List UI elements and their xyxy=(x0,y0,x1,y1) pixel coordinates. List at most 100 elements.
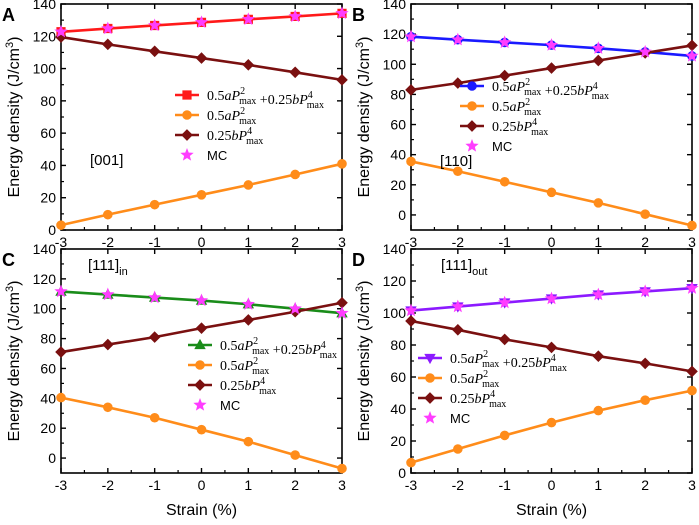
legend-entry: 0.5aP2 max xyxy=(188,356,269,377)
data-point xyxy=(405,84,417,96)
data-point xyxy=(195,52,208,64)
x-tick-label: -2 xyxy=(102,234,115,250)
x-tick-label: 2 xyxy=(641,477,649,493)
data-point xyxy=(405,315,417,327)
y-tick-label: 20 xyxy=(40,420,56,436)
y-tick-label: 60 xyxy=(40,125,56,141)
x-tick-label: -1 xyxy=(148,477,161,493)
legend-entry: 0.25bP4 max xyxy=(460,117,548,138)
data-point xyxy=(148,45,161,58)
mc-point xyxy=(288,301,302,315)
y-tick-label: 20 xyxy=(40,190,56,206)
y-tick-label: 0 xyxy=(398,465,406,481)
mc-point xyxy=(404,29,418,43)
mc-point xyxy=(288,9,302,23)
mc-point xyxy=(685,48,699,62)
data-point xyxy=(102,38,114,51)
panel-A: -3 -2 -1 0 1 2 3 0 20 40 60 80 100 120 140 A Energy dens… xyxy=(2,0,349,250)
mc-point xyxy=(194,293,209,307)
legend-entry: 0.25bP4 max xyxy=(418,389,506,410)
mc-point xyxy=(404,303,418,317)
data-point xyxy=(687,220,697,231)
legend-marker xyxy=(467,101,477,111)
legend-label: 0.25bP4 max xyxy=(207,126,263,147)
mc-point xyxy=(335,306,349,319)
legend-label: 0.5aP2 max +0.25bP4 max xyxy=(220,336,337,361)
mc-point xyxy=(148,18,162,32)
y-tick-label: 140 xyxy=(383,241,407,257)
orientation-annotation: [110] xyxy=(440,153,472,170)
data-point xyxy=(498,69,511,82)
x-axis-label: Strain (%) xyxy=(166,502,237,519)
data-point xyxy=(686,365,698,378)
mc-point xyxy=(101,21,115,35)
x-tick-label: -3 xyxy=(405,234,418,250)
legend-label: 0.5aP2 max +0.25bP4 max xyxy=(450,349,567,374)
data-point xyxy=(290,450,300,460)
legend-marker xyxy=(194,338,206,350)
legend-marker xyxy=(193,398,207,411)
legend-entry: 0.5aP2 max xyxy=(418,369,499,390)
x-tick-label: 3 xyxy=(338,477,346,493)
x-tick-label: 3 xyxy=(338,234,346,250)
mc-point xyxy=(148,290,162,304)
data-point xyxy=(289,66,301,79)
legend-marker xyxy=(467,81,477,91)
data-point xyxy=(592,54,605,67)
data-point xyxy=(545,341,558,354)
mc-point xyxy=(498,35,512,49)
data-point xyxy=(243,180,254,190)
x-tick-label: -1 xyxy=(498,477,511,493)
y-tick-label: 40 xyxy=(390,401,406,417)
data-point xyxy=(337,463,347,474)
mc-point xyxy=(451,299,465,313)
data-point xyxy=(546,187,557,198)
mc-point xyxy=(685,281,699,294)
x-tick-label: 1 xyxy=(244,234,252,250)
panel-D: -3 -2 -1 0 1 2 3 0 20 40 60 80 100 120 140 D Energy dens… xyxy=(352,241,699,519)
data-point xyxy=(102,338,114,351)
x-tick-label: 1 xyxy=(594,477,602,493)
x-axis-label: Strain (%) xyxy=(516,502,587,519)
data-point xyxy=(243,436,254,447)
data-point xyxy=(336,74,348,86)
x-tick-label: 0 xyxy=(198,234,206,250)
x-tick-label: -2 xyxy=(452,477,465,493)
legend-marker xyxy=(424,353,436,365)
data-point xyxy=(242,59,255,71)
y-tick-label: 120 xyxy=(33,28,57,44)
y-tick-label: 20 xyxy=(390,177,406,193)
y-axis-label: Energy density (J/cm3) xyxy=(354,281,373,442)
y-tick-label: 60 xyxy=(390,369,406,385)
data-point xyxy=(337,159,347,169)
legend-entry: 0.25bP4 max xyxy=(175,126,263,147)
mc-point xyxy=(638,44,652,58)
y-tick-label: 20 xyxy=(390,433,406,449)
legend-label: MC xyxy=(220,398,240,413)
panel-label: D xyxy=(352,250,365,270)
data-point xyxy=(640,395,650,406)
data-point xyxy=(499,430,510,441)
legend-entry: MC xyxy=(180,148,227,163)
legend-label: MC xyxy=(450,411,470,426)
data-point xyxy=(56,220,66,230)
data-point xyxy=(148,331,161,343)
mc-point xyxy=(241,297,255,310)
y-tick-label: 140 xyxy=(383,0,407,12)
legend-marker xyxy=(424,392,436,404)
mc-point xyxy=(498,295,512,309)
legend-marker xyxy=(423,411,437,424)
y-tick-label: 0 xyxy=(48,222,56,238)
legend-label: 0.5aP2 max +0.25bP4 max xyxy=(492,77,609,102)
data-point xyxy=(55,346,67,358)
data-point xyxy=(103,209,113,220)
legend-entry: 0.5aP2 max xyxy=(175,106,256,127)
data-point xyxy=(453,444,463,454)
data-point xyxy=(149,199,160,210)
data-point xyxy=(196,424,207,435)
data-point xyxy=(56,392,66,403)
x-tick-label: -1 xyxy=(148,234,161,250)
data-point xyxy=(640,209,650,219)
legend-label: MC xyxy=(492,139,512,154)
